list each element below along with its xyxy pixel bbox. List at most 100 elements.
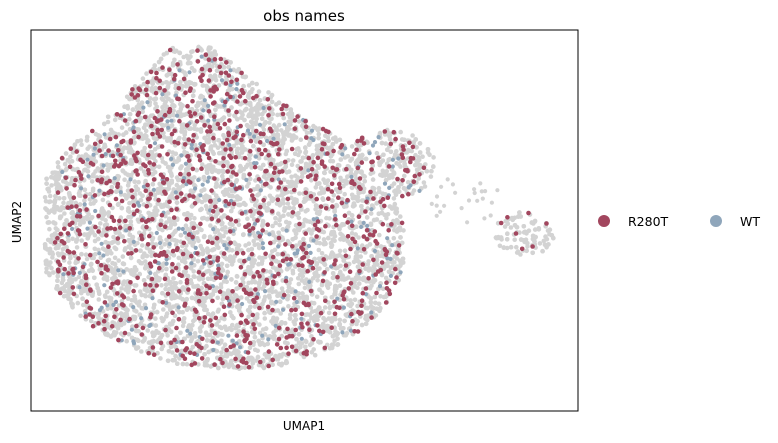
background-point xyxy=(250,80,255,86)
background-point xyxy=(90,268,95,274)
background-point xyxy=(84,256,90,262)
background-point xyxy=(320,196,326,201)
background-point xyxy=(42,195,48,200)
background-point xyxy=(70,236,75,242)
background-point xyxy=(246,113,251,119)
background-point xyxy=(247,345,253,351)
background-point xyxy=(349,144,355,149)
background-point xyxy=(45,237,51,243)
background-point xyxy=(240,74,246,79)
background-point xyxy=(163,161,168,166)
background-point xyxy=(420,154,425,159)
background-point xyxy=(370,185,376,191)
background-point xyxy=(322,180,328,185)
background-point xyxy=(297,191,302,196)
background-point xyxy=(191,274,196,279)
background-point xyxy=(208,272,214,277)
background-point xyxy=(252,334,258,340)
background-point xyxy=(362,178,368,184)
chart-title: obs names xyxy=(263,7,345,25)
background-point xyxy=(294,147,300,152)
background-point xyxy=(163,213,168,219)
background-point xyxy=(329,244,334,249)
background-point xyxy=(257,322,262,327)
background-point xyxy=(77,193,82,198)
background-point xyxy=(61,200,66,206)
background-point xyxy=(153,96,159,101)
background-point xyxy=(50,255,55,260)
background-point xyxy=(431,164,436,169)
background-point xyxy=(140,243,145,248)
background-point xyxy=(290,158,296,163)
background-point xyxy=(138,248,143,253)
background-point xyxy=(79,142,84,147)
background-point xyxy=(394,160,399,166)
background-point xyxy=(317,266,322,271)
background-point xyxy=(222,342,228,348)
background-point xyxy=(366,259,371,264)
background-point xyxy=(315,278,320,283)
background-point xyxy=(117,272,123,278)
background-point xyxy=(504,237,510,242)
background-point xyxy=(44,181,49,186)
background-point xyxy=(76,274,82,280)
background-point xyxy=(211,151,216,157)
background-point xyxy=(182,149,187,155)
background-point xyxy=(384,216,389,221)
background-point xyxy=(349,231,355,236)
background-point xyxy=(262,342,267,348)
background-point xyxy=(207,46,213,51)
background-point xyxy=(398,164,403,169)
background-point xyxy=(70,150,76,155)
background-point xyxy=(153,316,158,321)
background-point xyxy=(164,314,169,319)
background-point xyxy=(241,83,246,89)
background-point xyxy=(355,254,361,259)
background-point xyxy=(184,361,190,367)
background-point xyxy=(294,336,299,342)
background-point xyxy=(52,231,58,236)
background-point xyxy=(245,216,250,221)
background-point xyxy=(229,277,234,282)
background-point xyxy=(236,222,242,228)
background-point xyxy=(112,255,118,261)
background-point xyxy=(296,332,302,337)
background-point xyxy=(267,120,272,125)
background-point xyxy=(361,173,366,179)
background-point xyxy=(252,347,258,353)
background-point xyxy=(524,248,529,254)
background-point xyxy=(276,293,281,298)
background-point xyxy=(246,314,251,320)
background-point xyxy=(367,285,373,291)
background-point xyxy=(96,247,101,253)
background-point xyxy=(278,214,283,220)
background-point xyxy=(152,302,157,308)
background-point xyxy=(143,178,148,184)
background-point xyxy=(338,263,343,269)
background-point xyxy=(60,246,66,252)
background-point xyxy=(156,164,162,170)
background-point xyxy=(342,191,348,197)
background-point xyxy=(194,127,200,132)
background-point xyxy=(177,356,182,361)
background-point xyxy=(44,214,49,220)
background-point xyxy=(168,344,174,350)
background-point xyxy=(96,297,102,302)
background-point xyxy=(164,266,169,272)
background-point xyxy=(285,201,291,206)
background-point xyxy=(100,197,106,203)
background-point xyxy=(112,271,118,276)
background-point xyxy=(201,215,207,221)
background-point xyxy=(529,220,535,225)
background-point xyxy=(127,116,132,122)
background-point xyxy=(410,133,415,138)
background-point xyxy=(342,248,348,253)
background-point xyxy=(246,241,252,246)
background-point xyxy=(112,117,118,123)
background-point xyxy=(136,179,141,185)
background-point xyxy=(216,307,221,313)
background-point xyxy=(87,144,92,149)
background-point xyxy=(501,245,507,250)
background-point xyxy=(512,237,517,242)
background-point xyxy=(214,242,220,248)
